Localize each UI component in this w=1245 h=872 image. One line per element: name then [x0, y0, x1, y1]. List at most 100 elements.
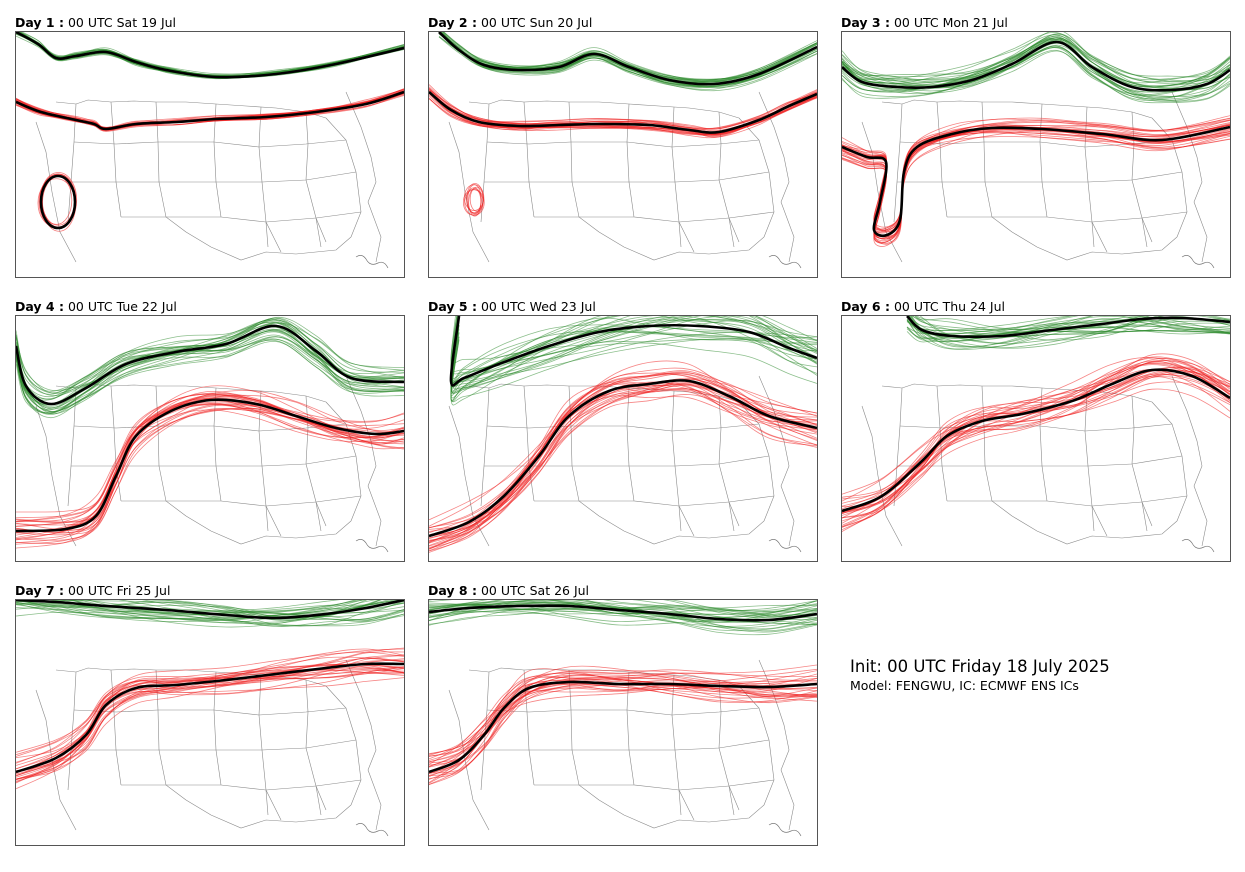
- valid-time: 00 UTC Sat 26 Jul: [480, 583, 590, 598]
- ensemble-member: [450, 316, 817, 394]
- ensemble-member: [16, 90, 404, 132]
- ensemble-member: [842, 370, 1230, 531]
- ensemble-member: [16, 654, 404, 774]
- panel-title: Day 6 : 00 UTC Thu 24 Jul: [841, 299, 1231, 314]
- day-label: Day 5 :: [428, 299, 477, 314]
- ensemble-member: [16, 600, 404, 622]
- ensemble-mean: [16, 324, 404, 406]
- northern-contour-ensemble: [438, 32, 817, 92]
- spaghetti-map: [842, 316, 1230, 553]
- panel-day-3: Day 3 : 00 UTC Mon 21 Jul: [841, 15, 1231, 278]
- closed-low-ensemble: [37, 172, 78, 232]
- northern-contour-ensemble: [16, 316, 404, 419]
- ensemble-member: [842, 374, 1230, 528]
- ensemble-member: [919, 316, 1230, 340]
- ensemble-member: [429, 600, 817, 617]
- ensemble-member: [906, 318, 1230, 332]
- ensemble-member: [16, 91, 404, 132]
- ensemble-member: [842, 49, 1230, 96]
- ensemble-member: [16, 671, 404, 777]
- northern-contour-ensemble: [16, 600, 404, 628]
- panel-title: Day 8 : 00 UTC Sat 26 Jul: [428, 583, 818, 598]
- map-frame: [15, 599, 405, 846]
- ensemble-mean: [16, 90, 404, 131]
- ensemble-member: [842, 353, 1230, 519]
- ensemble-mean: [429, 90, 817, 134]
- map-frame: [841, 31, 1231, 278]
- ensemble-mean: [429, 379, 817, 538]
- ensemble-member: [429, 95, 817, 136]
- ensemble-member: [842, 357, 1230, 502]
- valid-time: 00 UTC Mon 21 Jul: [893, 15, 1008, 30]
- spaghetti-map: [429, 600, 817, 837]
- state-borders: [35, 659, 389, 837]
- ensemble-member: [16, 666, 404, 790]
- ensemble-member: [429, 600, 817, 632]
- ensemble-member: [842, 369, 1230, 519]
- closed-low-ensemble: [462, 183, 485, 217]
- ensemble-member: [842, 33, 1230, 86]
- ensemble-member: [16, 668, 404, 776]
- panel-title: Day 5 : 00 UTC Wed 23 Jul: [428, 299, 818, 314]
- ensemble-member: [429, 674, 817, 755]
- southern-contour-ensemble: [16, 647, 404, 790]
- spaghetti-map: [429, 316, 817, 553]
- ensemble-member: [16, 95, 404, 129]
- southern-contour-ensemble: [429, 360, 817, 553]
- ensemble-member: [429, 92, 817, 136]
- ensemble-member: [69, 600, 367, 613]
- southern-contour-ensemble: [842, 353, 1230, 532]
- ensemble-member: [16, 669, 404, 764]
- ensemble-mean: [39, 174, 77, 230]
- valid-time: 00 UTC Wed 23 Jul: [480, 299, 596, 314]
- spaghetti-map: [16, 600, 404, 837]
- ensemble-member: [842, 32, 1230, 87]
- panel-title: Day 3 : 00 UTC Mon 21 Jul: [841, 15, 1231, 30]
- ensemble-member: [16, 600, 390, 617]
- day-label: Day 1 :: [15, 15, 64, 30]
- southern-contour-ensemble: [429, 664, 817, 786]
- ensemble-member: [429, 384, 817, 539]
- spaghetti-map: [16, 32, 404, 269]
- ensemble-member: [16, 651, 404, 781]
- state-borders: [35, 91, 389, 269]
- day-label: Day 7 :: [15, 583, 64, 598]
- ensemble-member: [842, 360, 1230, 524]
- ensemble-member: [842, 362, 1230, 513]
- ensemble-member: [16, 603, 404, 627]
- panel-day-4: Day 4 : 00 UTC Tue 22 Jul: [15, 299, 405, 562]
- ensemble-member: [16, 93, 404, 131]
- ensemble-member: [16, 92, 404, 130]
- ensemble-member: [450, 316, 817, 380]
- ensemble-member: [16, 403, 404, 523]
- ensemble-member: [16, 94, 404, 131]
- ensemble-member: [16, 647, 404, 773]
- ensemble-mean: [16, 600, 404, 620]
- panel-title: Day 2 : 00 UTC Sun 20 Jul: [428, 15, 818, 30]
- map-frame: [841, 315, 1231, 562]
- ensemble-member: [16, 322, 404, 400]
- ensemble-member: [16, 92, 404, 131]
- ensemble-mean: [429, 604, 817, 622]
- ensemble-member: [16, 326, 404, 392]
- ensemble-mean: [16, 32, 404, 79]
- panel-day-8: Day 8 : 00 UTC Sat 26 Jul: [428, 583, 818, 846]
- ensemble-member: [842, 45, 1230, 103]
- spaghetti-map: [429, 32, 817, 269]
- ensemble-member: [429, 600, 817, 618]
- valid-time: 00 UTC Tue 22 Jul: [67, 299, 177, 314]
- ensemble-member: [16, 672, 404, 753]
- ensemble-member: [450, 316, 817, 372]
- ensemble-member: [429, 683, 817, 786]
- ensemble-member: [906, 316, 1074, 337]
- ensemble-member: [16, 397, 404, 523]
- ensemble-member: [16, 328, 404, 413]
- southern-contour-ensemble: [16, 385, 404, 549]
- ensemble-member: [429, 381, 817, 542]
- valid-time: 00 UTC Sat 19 Jul: [67, 15, 177, 30]
- ensemble-member: [442, 32, 817, 87]
- ensemble-member: [450, 324, 817, 406]
- ensemble-mean: [16, 662, 404, 774]
- ensemble-member: [16, 666, 404, 780]
- northern-contour-ensemble: [449, 316, 817, 406]
